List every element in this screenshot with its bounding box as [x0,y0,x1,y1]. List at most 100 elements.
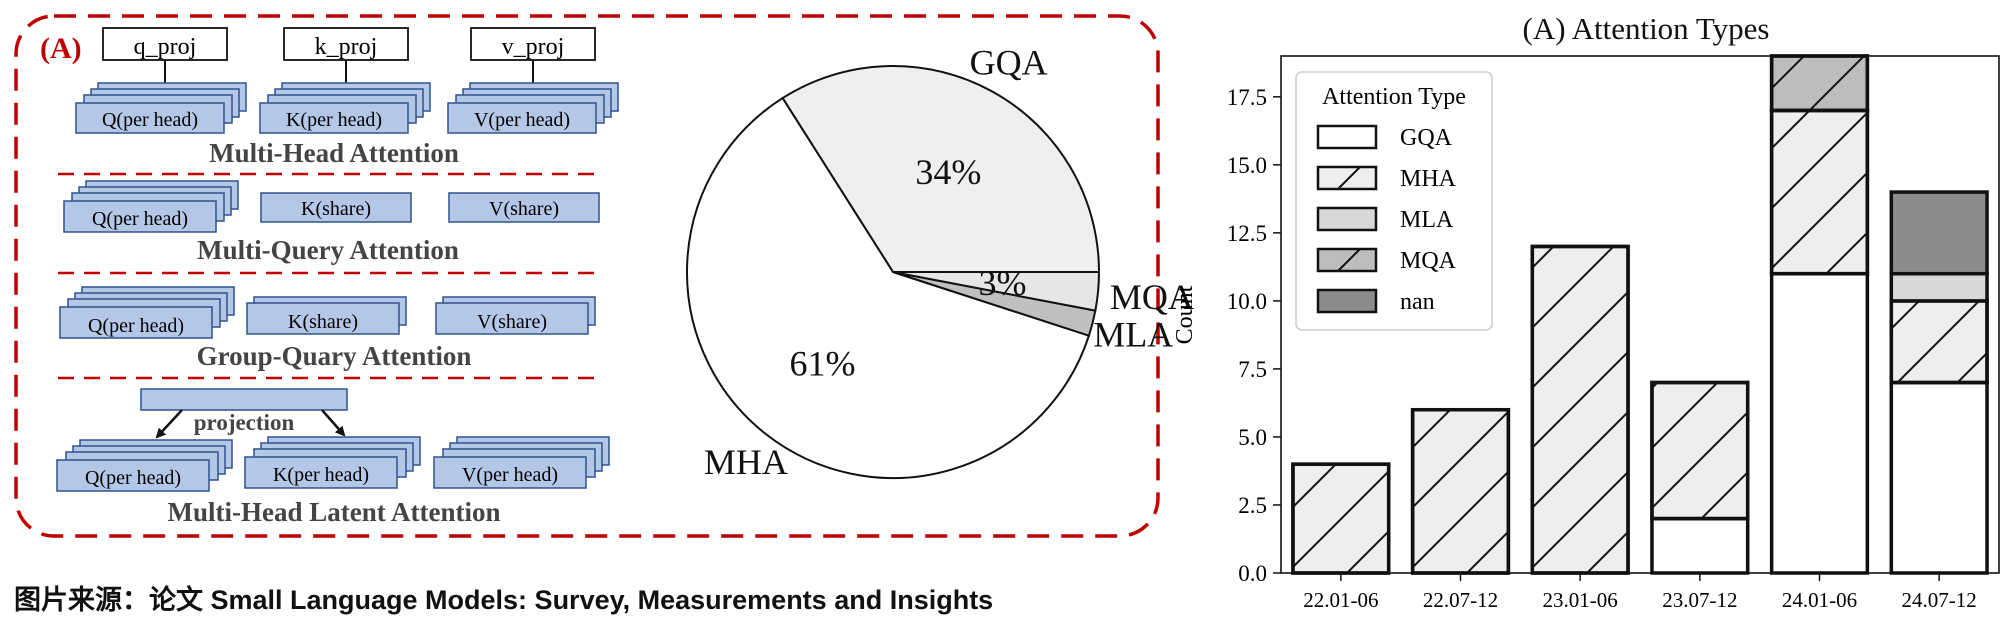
legend-swatch-mla [1316,206,1378,232]
proj-box [283,27,409,61]
legend-label: MQA [1400,248,1457,274]
bar-gqa-24.01-06 [1769,271,1870,575]
k-stack: K(per head) [244,436,421,489]
pie-slice-gqa [781,65,1101,273]
chart-title: (A) Attention Types [1523,11,1770,46]
k-share-block [260,192,412,223]
section-title: Multi-Head Attention [209,138,459,168]
pie-pct-label: 61% [790,343,856,383]
bar-gqa-23.07-12 [1650,516,1750,575]
legend: Attention Type GQA MHA MLA MQA nan [1295,71,1493,331]
bar-hatch-mha-23.01-06 [1530,244,1630,575]
block-label: Q(per head) [88,315,184,337]
pie-label: GQA [970,42,1048,82]
block-label: K(share) [301,198,371,220]
legend-swatch-mha [1316,165,1378,191]
legend-label: nan [1400,289,1435,315]
legend-swatch-gqa [1316,124,1378,150]
proj-label: k_proj [315,34,378,60]
x-tick-label: 24.01-06 [1782,588,1857,612]
y-tick-label: 12.5 [1227,221,1267,246]
bar-hatch-mha-22.01-06 [1291,462,1391,575]
block-label: V(per head) [462,464,558,486]
section-title: Multi-Head Latent Attention [168,497,501,527]
bar-hatch-mha-24.07-12 [1889,299,1989,385]
v-share-block [448,192,600,223]
block-label: Q(per head) [85,467,181,489]
y-tick-label: 15.0 [1227,153,1267,178]
v-stack: V(per head) [433,436,610,489]
pie-label: MHA [704,442,788,482]
x-tick-label: 24.07-12 [1902,588,1977,612]
attention-diagram: (A) q_proj k_proj v_proj Q(per head) [14,14,1160,538]
x-axis: 22.01-06 22.07-12 23.01-06 23.07-12 24.01-06… [1303,573,1977,612]
panel-label: (A) [40,32,82,65]
bar-hatch-mha-23.07-12 [1650,380,1750,521]
block-label: Q(per head) [102,109,198,131]
block-label: K(share) [288,311,358,333]
block-label: K(per head) [286,109,382,131]
proj-label: v_proj [502,34,565,60]
bars [1291,54,1989,575]
legend-swatch-nan [1316,288,1378,314]
proj-label: q_proj [134,34,197,60]
pie-label: MQA [1110,277,1194,317]
projection-block [140,388,348,411]
bar-hatch-mqa-24.01-06 [1769,54,1870,113]
pie-pct-label: 34% [915,152,981,192]
figure-caption: 图片来源：论文 Small Language Models: Survey, M… [14,585,994,615]
legend-hatch [1337,166,1361,190]
plot-frame [1280,55,2000,574]
legend-title: Attention Type [1322,84,1466,110]
projection-label: projection [194,410,295,435]
legend-label: GQA [1400,125,1453,151]
y-axis: 0.0 2.5 5.0 7.5 10.0 12.5 15.0 17.5 [1227,85,1281,586]
y-tick-label: 10.0 [1227,289,1267,314]
section-multi-query: Q(per head) K(share) V(share) Multi-Quer… [63,180,600,265]
block-label: Q(per head) [92,208,188,230]
q-stack: Q(per head) [75,82,247,134]
block-label: K(per head) [273,464,369,486]
diagram-border [14,14,1160,538]
y-axis-label: Count [1172,285,1198,344]
pie-pct-label: 3% [979,263,1027,303]
v-share-stack: V(share) [435,296,596,335]
legend-label: MLA [1400,207,1454,233]
section-title: Multi-Query Attention [197,235,459,265]
pie-slice-mha [686,96,1091,479]
y-tick-label: 5.0 [1238,425,1267,450]
section-multi-head: q_proj k_proj v_proj Q(per head) K(per h… [75,27,619,168]
k-stack: K(per head) [259,82,431,134]
x-tick-label: 23.01-06 [1543,588,1618,612]
q-stack: Q(per head) [63,180,239,233]
y-tick-label: 17.5 [1227,85,1267,110]
bar-gqa-24.07-12 [1889,380,1989,575]
proj-box [470,27,596,61]
q-stack: Q(per head) [59,286,235,339]
bar-chart: (A) Attention Types 0.0 2.5 5.0 7.5 10.0 12.5… [1172,11,2000,612]
section-group-query: Q(per head) K(share) V(share) Group-Quar… [59,286,596,371]
section-title: Group-Quary Attention [197,341,472,371]
pie-label: MLA [1093,314,1173,354]
q-stack: Q(per head) [56,439,233,492]
arrow [321,409,346,437]
pie-slice-mqa [892,271,1101,312]
legend-swatch-mqa [1316,247,1378,273]
k-share-stack: K(share) [246,296,407,335]
v-stack: V(per head) [447,82,619,134]
bar-hatch-mha-24.01-06 [1769,108,1870,276]
y-tick-label: 2.5 [1238,493,1267,518]
bar-hatch-mha-22.07-12 [1410,407,1511,575]
x-tick-label: 22.01-06 [1303,588,1378,612]
y-tick-label: 7.5 [1238,357,1267,382]
bar-nan-24.07-12 [1889,190,1989,276]
section-latent: projection Q(per head) K(per head) [56,388,610,527]
bar-mla-24.07-12 [1889,271,1989,303]
arrow [155,409,183,439]
x-tick-label: 22.07-12 [1423,588,1498,612]
legend-label: MHA [1400,166,1457,192]
x-tick-label: 23.07-12 [1662,588,1737,612]
block-label: V(per head) [474,109,570,131]
